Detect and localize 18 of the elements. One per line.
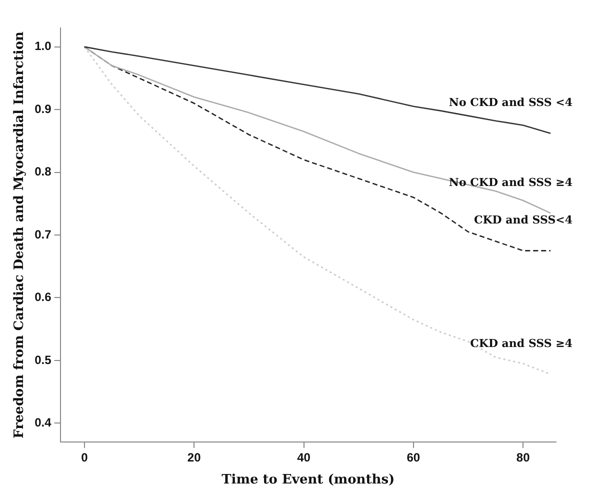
y-tick-label: 0.5 [34,352,52,367]
x-axis-title: Time to Event (months) [222,472,395,488]
series-label: No CKD and SSS ≥4 [448,176,573,189]
y-tick-label: 0.7 [34,227,52,242]
y-tick-label: 0.4 [34,415,52,430]
y-tick-label: 0.8 [34,164,52,179]
y-tick-label: 0.6 [34,290,52,304]
y-tick-label: 1.0 [34,39,52,54]
x-tick-label: 80 [516,450,530,465]
series-label: CKD and SSS ≥4 [470,337,573,350]
x-tick-label: 40 [297,450,311,465]
y-axis-title: Freedom from Cardiac Death and Myocardial Infarction [12,31,28,438]
series-label: No CKD and SSS <4 [448,96,573,110]
x-tick-label: 0 [81,450,88,465]
y-tick-label: 0.9 [34,102,52,116]
x-tick-label: 20 [187,450,202,465]
x-tick-label: 60 [406,450,420,465]
series-label: CKD and SSS<4 [474,214,573,227]
